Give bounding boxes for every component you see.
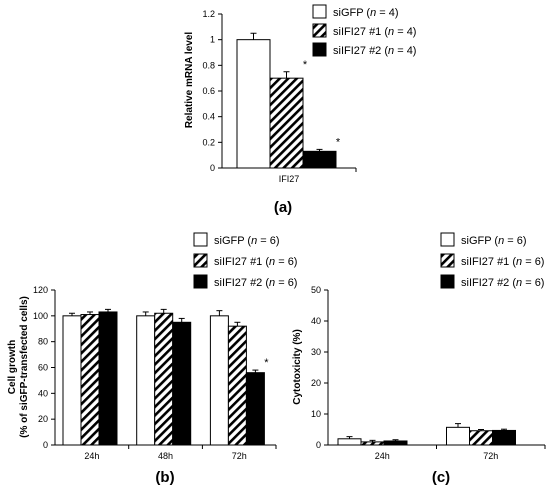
legend-label: siIFI27 #2 (n = 4) (333, 45, 416, 57)
panel-c-chart: 0 10 20 30 40 50 Cytotoxicity (%) 24h 72h siGFP (… (292, 232, 546, 486)
bar (136, 315, 156, 446)
panel-b-chart: 0 20 40 60 80 100 120 Cell growth (% of siGFP-tr… (7, 232, 297, 486)
y-tick-label: 0 (210, 163, 215, 173)
bar (62, 315, 82, 446)
legend-label: siGFP (n = 4) (333, 7, 399, 19)
y-tick-label: 120 (33, 285, 48, 295)
bar (245, 372, 265, 446)
y-axis-label: Cell growth (7, 340, 18, 394)
bar (337, 438, 362, 446)
y-tick-label: 0 (316, 440, 321, 450)
x-tick-label: IFI27 (279, 174, 300, 184)
legend-swatch (440, 232, 455, 247)
legend-label: siIFI27 #1 (n = 4) (333, 26, 416, 38)
bar (227, 325, 247, 446)
y-tick-label: 1.2 (202, 9, 215, 19)
y-axis-label-line2: (% of siGFP-transfected cells) (19, 296, 30, 438)
legend-swatch (193, 253, 208, 268)
x-tick-label: 24h (375, 451, 390, 461)
bar (446, 426, 470, 446)
legend-swatch (440, 253, 455, 268)
legend-label: siIFI27 #2 (n = 6) (214, 277, 297, 289)
y-tick-label: 40 (311, 316, 321, 326)
x-tick-label: 24h (84, 451, 99, 461)
x-tick-label: 48h (158, 451, 173, 461)
y-tick-label: 20 (38, 414, 48, 424)
panel-a-chart: 0 0.2 0.4 0.6 0.8 1 1.2 Relative mRNA level * * IF… (184, 4, 416, 216)
y-tick-label: 1 (210, 35, 215, 45)
panel-label: (a) (274, 199, 292, 216)
bar (236, 39, 271, 169)
bar (383, 440, 408, 446)
significance-marker: * (264, 357, 269, 369)
significance-marker: * (336, 136, 341, 148)
x-tick-label: 72h (483, 451, 498, 461)
y-tick-label: 10 (311, 409, 321, 419)
y-tick-label: 0.8 (202, 60, 215, 70)
legend-swatch (193, 274, 208, 289)
y-axis-label: Relative mRNA level (184, 32, 195, 129)
panel-label: (b) (155, 469, 174, 486)
y-tick-label: 20 (311, 378, 321, 388)
bar (469, 430, 493, 446)
bar (269, 77, 304, 169)
y-tick-label: 0.2 (202, 137, 215, 147)
significance-marker: * (303, 59, 308, 71)
y-tick-label: 30 (311, 347, 321, 357)
x-tick-label: 72h (232, 451, 247, 461)
legend-swatch (440, 274, 455, 289)
bar (80, 314, 100, 446)
y-tick-label: 0 (43, 440, 48, 450)
y-tick-label: 60 (38, 363, 48, 373)
bar (302, 150, 337, 169)
legend-swatch (312, 4, 327, 19)
legend-swatch (312, 42, 327, 57)
legend-label: siGFP (n = 6) (214, 235, 280, 247)
legend-label: siIFI27 #2 (n = 6) (461, 277, 544, 289)
y-tick-label: 100 (33, 311, 48, 321)
legend-label: siIFI27 #1 (n = 6) (461, 256, 544, 268)
y-tick-label: 80 (38, 337, 48, 347)
y-tick-label: 50 (311, 285, 321, 295)
y-tick-label: 0.6 (202, 86, 215, 96)
legend-swatch (312, 23, 327, 38)
bar (209, 315, 229, 446)
y-axis-label: Cytotoxicity (%) (292, 329, 303, 405)
bar (360, 441, 385, 446)
bar (98, 311, 118, 446)
bar (492, 429, 516, 446)
legend-label: siGFP (n = 6) (461, 235, 527, 247)
bar (172, 321, 192, 446)
y-tick-label: 0.4 (202, 112, 215, 122)
panel-label: (c) (432, 469, 450, 486)
y-tick-label: 40 (38, 388, 48, 398)
legend-label: siIFI27 #1 (n = 6) (214, 256, 297, 268)
legend-swatch (193, 232, 208, 247)
bar (154, 312, 174, 446)
